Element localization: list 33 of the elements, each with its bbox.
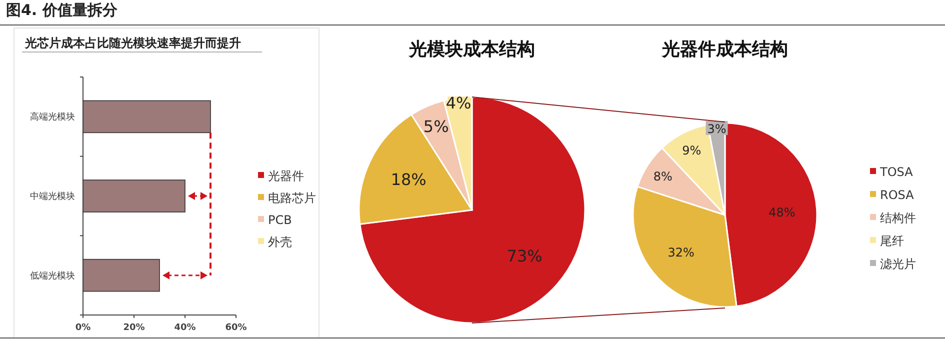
bar [82, 258, 160, 292]
bar [82, 100, 211, 134]
legend-label: PCB [268, 213, 292, 227]
legend-label: 尾纤 [880, 234, 904, 248]
data-label: 9% [682, 143, 702, 158]
legend-label: TOSA [879, 165, 914, 179]
y-tick-label: 中端光模块 [30, 191, 75, 202]
legend-label: 电路芯片 [268, 191, 316, 205]
legend-label: ROSA [880, 188, 915, 202]
pie-slice [359, 96, 586, 324]
data-label: 48% [768, 205, 796, 220]
chart-title: 图4. 价值量拆分 [6, 1, 118, 19]
data-label: 3% [707, 122, 726, 136]
y-tick-label: 高端光模块 [30, 112, 75, 123]
y-tick-label: 低端光模块 [30, 270, 75, 282]
data-label: 18% [390, 170, 426, 190]
data-label: 5% [423, 117, 449, 136]
x-tick-label: 20% [123, 323, 145, 333]
legend-label: 光器件 [268, 169, 304, 183]
x-tick-label: 0% [75, 323, 91, 333]
legend-label: 滤光片 [880, 257, 916, 271]
chart-subtitle: 光芯片成本占比随光模块速率提升而提升 [24, 36, 241, 50]
data-label: 8% [653, 170, 672, 184]
bar [82, 180, 186, 212]
x-tick-label: 40% [174, 323, 196, 333]
legend-label: 结构件 [880, 211, 916, 225]
chart-title: 光器件成本结构 [661, 39, 788, 60]
legend-label: 外壳 [268, 235, 292, 249]
x-tick-label: 60% [225, 323, 247, 333]
data-label: 32% [668, 245, 694, 260]
chart-title: 光模块成本结构 [408, 39, 535, 60]
data-label: 73% [506, 246, 542, 266]
data-label: 4% [446, 93, 472, 112]
